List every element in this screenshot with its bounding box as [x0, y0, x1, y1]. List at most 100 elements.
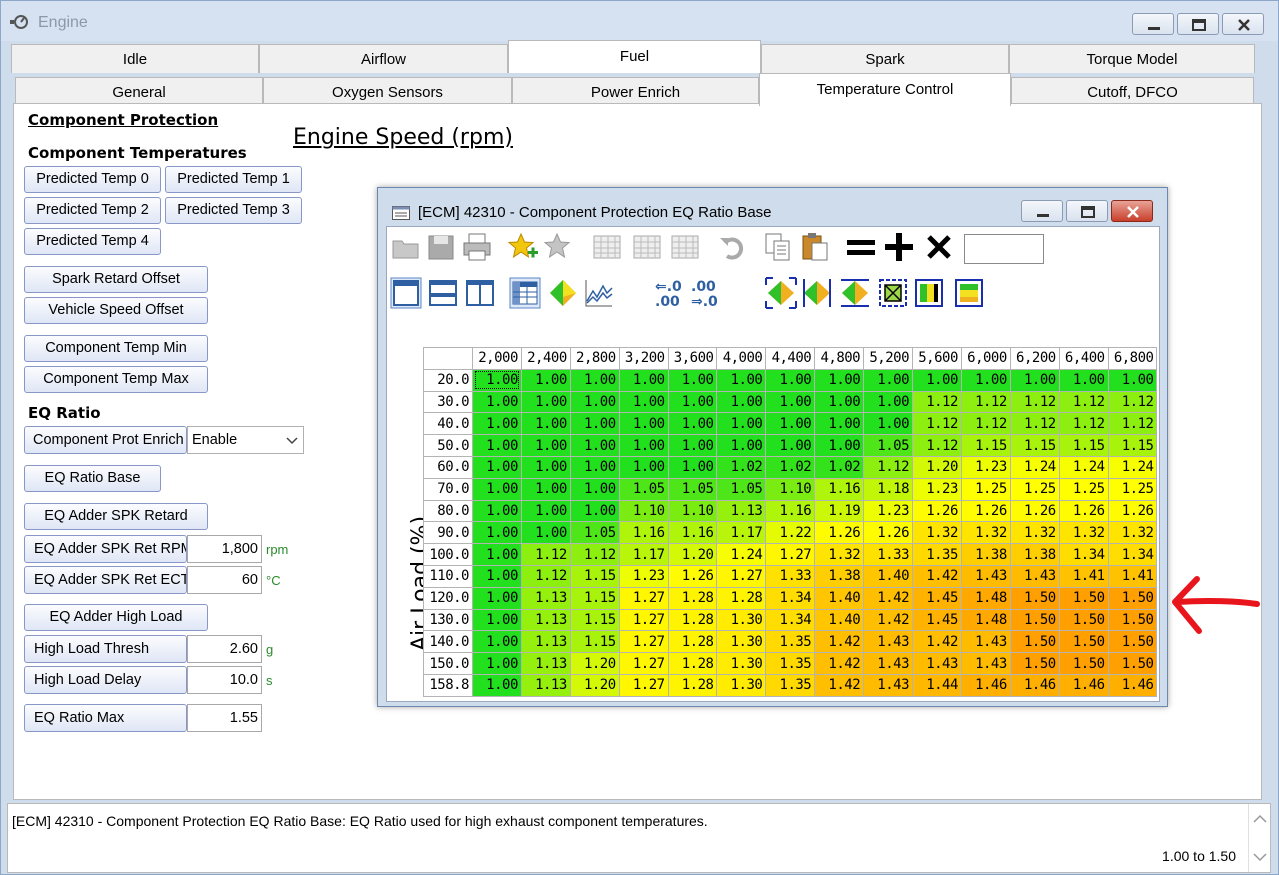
table-cell[interactable]: 1.25 [1107, 477, 1158, 501]
table-cell[interactable]: 1.24 [1058, 455, 1109, 479]
table-cell[interactable]: 1.50 [1009, 630, 1060, 654]
table-cell[interactable]: 1.26 [912, 499, 962, 523]
table-cell[interactable]: 1.00 [1009, 368, 1060, 392]
table-cell[interactable]: 1.10 [765, 477, 816, 501]
high-load-delay-label[interactable]: High Load Delay [24, 666, 187, 694]
column-header[interactable]: 4,000 [716, 347, 767, 370]
table-cell[interactable]: 1.40 [814, 608, 865, 632]
table-cell[interactable]: 1.00 [618, 390, 669, 414]
decimal-precision-icon[interactable]: ⇐.0.00.00⇒.0 [653, 277, 723, 309]
table-cell[interactable]: 1.50 [1107, 652, 1158, 675]
table-cell[interactable]: 1.12 [1058, 412, 1109, 436]
table-cell[interactable]: 1.30 [716, 673, 767, 697]
table-cell[interactable]: 1.15 [569, 564, 620, 588]
add-favorite-icon[interactable] [507, 231, 539, 263]
vehicle-speed-offset-button[interactable]: Vehicle Speed Offset [24, 297, 208, 324]
color-gradient-rows-icon[interactable] [953, 277, 985, 309]
eq-adder-spk-ret-ect-field[interactable]: 60 [187, 566, 262, 594]
table-cell[interactable]: 1.45 [912, 608, 962, 632]
scroll-down-icon[interactable] [1250, 850, 1270, 864]
table-cell[interactable]: 1.26 [1107, 499, 1158, 523]
table-cell[interactable]: 1.42 [814, 630, 865, 654]
print-icon[interactable] [461, 231, 493, 263]
select-cell-icon[interactable] [877, 277, 909, 309]
high-load-thresh-label[interactable]: High Load Thresh [24, 635, 187, 663]
table-cell[interactable]: 1.00 [472, 368, 522, 392]
remove-favorite-icon[interactable] [543, 231, 575, 263]
table-cell[interactable]: 1.00 [520, 521, 571, 545]
table-cell[interactable]: 1.00 [520, 499, 571, 523]
table-cell[interactable]: 1.50 [1009, 586, 1060, 610]
table-cell[interactable]: 1.30 [716, 630, 767, 654]
table-cell[interactable]: 1.42 [863, 608, 914, 632]
table-cell[interactable]: 1.43 [863, 630, 914, 654]
predicted-temp-2-button[interactable]: Predicted Temp 2 [24, 197, 161, 224]
table-cell[interactable]: 1.20 [912, 455, 962, 479]
table-view-icon[interactable] [509, 277, 541, 309]
table-cell[interactable]: 1.13 [520, 586, 571, 610]
copy-icon[interactable] [762, 231, 794, 263]
table-fill-icon[interactable] [631, 231, 663, 263]
row-header[interactable]: 158.8 [423, 673, 473, 697]
column-header[interactable]: 6,800 [1107, 347, 1158, 370]
table-cell[interactable]: 1.26 [814, 521, 865, 545]
table-cell[interactable]: 1.00 [472, 455, 522, 479]
column-header[interactable]: 6,200 [1009, 347, 1060, 370]
column-header[interactable]: 5,200 [863, 347, 914, 370]
table-cell[interactable]: 1.12 [912, 390, 962, 414]
table-cell[interactable]: 1.00 [814, 412, 865, 436]
eq-adder-spk-ret-rpm-field[interactable]: 1,800 [187, 535, 262, 563]
table-cell[interactable]: 1.26 [863, 521, 914, 545]
row-header[interactable]: 30.0 [423, 390, 473, 414]
table-cell[interactable]: 1.00 [472, 412, 522, 436]
table-cell[interactable]: 1.00 [814, 368, 865, 392]
table-cell[interactable]: 1.46 [1009, 673, 1060, 697]
table-cell[interactable]: 1.12 [912, 412, 962, 436]
predicted-temp-1-button[interactable]: Predicted Temp 1 [165, 166, 302, 193]
predicted-temp-3-button[interactable]: Predicted Temp 3 [165, 197, 302, 224]
tab-general[interactable]: General [15, 77, 263, 106]
table-cell[interactable]: 1.42 [814, 652, 865, 675]
table-cell[interactable]: 1.13 [520, 630, 571, 654]
line-graph-icon[interactable] [583, 277, 615, 309]
column-header[interactable]: 6,000 [960, 347, 1011, 370]
table-cell[interactable]: 1.24 [716, 543, 767, 566]
high-load-delay-field[interactable]: 10.0 [187, 666, 262, 694]
table-cell[interactable]: 1.00 [667, 390, 718, 414]
table-cell[interactable]: 1.02 [765, 455, 816, 479]
eq-ratio-base-button[interactable]: EQ Ratio Base [24, 465, 161, 492]
tab-torque-model[interactable]: Torque Model [1009, 44, 1255, 73]
table-cell[interactable]: 1.28 [716, 586, 767, 610]
table-cell[interactable]: 1.13 [716, 499, 767, 523]
table-cell[interactable]: 1.05 [716, 477, 767, 501]
table-cell[interactable]: 1.50 [1107, 630, 1158, 654]
column-header[interactable]: 2,400 [520, 347, 571, 370]
table-cell[interactable]: 1.00 [716, 412, 767, 436]
table-cell[interactable]: 1.23 [912, 477, 962, 501]
table-cell[interactable]: 1.16 [814, 477, 865, 501]
add-icon[interactable] [883, 231, 915, 263]
table-cell[interactable]: 1.32 [814, 543, 865, 566]
table-cell[interactable]: 1.00 [667, 455, 718, 479]
table-cell[interactable]: 1.42 [912, 630, 962, 654]
row-header[interactable]: 100.0 [423, 543, 473, 566]
table-cell[interactable]: 1.20 [569, 652, 620, 675]
table-cell[interactable]: 1.44 [912, 673, 962, 697]
tab-oxygen-sensors[interactable]: Oxygen Sensors [263, 77, 512, 106]
table-cell[interactable]: 1.46 [1058, 673, 1109, 697]
eq-ratio-max-field[interactable]: 1.55 [187, 704, 262, 732]
table-insert-icon[interactable] [591, 231, 623, 263]
table-cell[interactable]: 1.00 [569, 434, 620, 457]
table-cell[interactable]: 1.00 [618, 455, 669, 479]
table-cell[interactable]: 1.10 [667, 499, 718, 523]
row-header[interactable]: 130.0 [423, 608, 473, 632]
table-cell[interactable]: 1.00 [472, 564, 522, 588]
table-cell[interactable]: 1.38 [814, 564, 865, 588]
column-header[interactable]: 3,600 [667, 347, 718, 370]
table-cell[interactable]: 1.13 [520, 673, 571, 697]
eq-adder-high-load-button[interactable]: EQ Adder High Load [24, 604, 208, 631]
row-header[interactable]: 80.0 [423, 499, 473, 523]
table-cell[interactable]: 1.38 [960, 543, 1011, 566]
table-restore-button[interactable] [1066, 200, 1108, 222]
table-cell[interactable]: 1.46 [960, 673, 1011, 697]
